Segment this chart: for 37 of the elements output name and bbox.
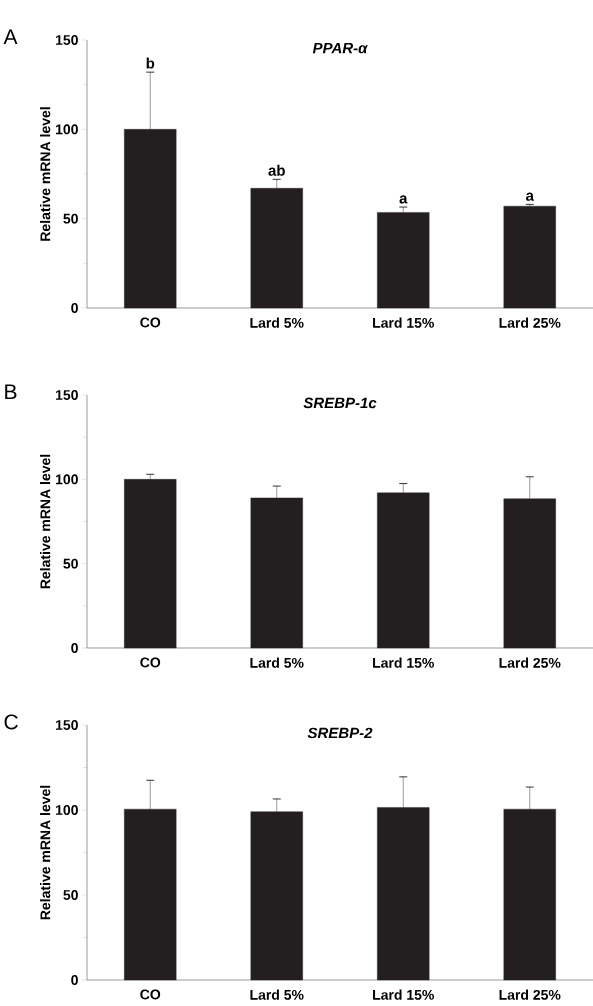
text: B [5,384,17,399]
y-tick-label: 150 [56,720,78,730]
x-tick-label: CO [140,657,161,668]
y-tick-label: 100 [56,805,78,815]
x-tick-label: Lard 5% [250,657,304,668]
annotation: a [526,192,535,201]
y-tick-label: 50 [63,558,78,569]
y-axis-title: Relative mRNA level [40,107,51,241]
chart-title: SREBP-1c [303,397,377,409]
x-tick-label: Lard 15% [373,317,434,328]
x-tick-label: CO [140,989,161,1000]
x-tick-label: Lard 15% [373,989,434,1000]
x-tick-label: Lard 5% [250,317,304,328]
y-tick-label: 50 [63,890,78,900]
annotation: ab [268,164,285,176]
x-tick-label: Lard 25% [499,989,561,1000]
x-tick-label: Lard 15% [373,657,434,668]
y-axis-title: Relative mRNA level [40,785,51,920]
y-tick-label: 0 [71,975,78,985]
y-tick-label: 0 [71,643,78,653]
y-tick-label: 100 [56,124,78,135]
chart-title: PPAR-α [312,42,368,54]
x-tick-label: Lard 5% [250,989,304,1000]
annotation: b [146,57,155,69]
y-tick-label: 100 [56,474,78,485]
y-axis-title: Relative mRNA level [40,454,51,589]
chart-title: SREBP-2 [307,727,373,739]
text: C [4,714,18,730]
x-tick-label: Lard 25% [499,657,561,668]
x-tick-label: Lard 25% [499,317,561,328]
y-tick-label: 0 [71,303,78,313]
y-tick-label: 50 [63,213,78,224]
x-tick-label: CO [140,317,161,328]
y-tick-label: 150 [56,390,78,400]
annotation: a [399,195,408,204]
text: A [3,29,18,44]
y-tick-label: 150 [56,35,78,45]
